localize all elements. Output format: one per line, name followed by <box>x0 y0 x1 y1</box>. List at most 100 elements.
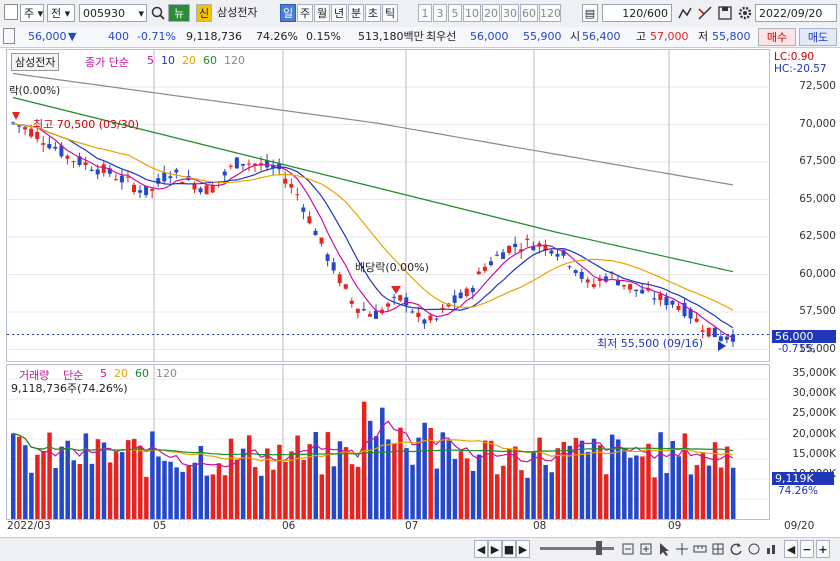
plus-button[interactable]: + <box>816 540 830 558</box>
interval-button-30[interactable]: 30 <box>501 4 519 22</box>
candle-body <box>144 185 149 196</box>
volume-bar <box>349 464 355 519</box>
interval-button-20[interactable]: 20 <box>482 4 500 22</box>
candle-body <box>597 278 602 281</box>
volume-bar <box>440 432 446 519</box>
count-input[interactable]: 120/600 <box>602 4 672 22</box>
refresh-icon[interactable] <box>728 540 744 558</box>
volume-bar <box>591 438 597 519</box>
type-select[interactable]: 주 ▾ <box>20 4 44 22</box>
volume-bar <box>676 456 681 519</box>
interval-button-5[interactable]: 5 <box>448 4 462 22</box>
crosshair-icon[interactable] <box>674 540 690 558</box>
stop-button[interactable]: ■ <box>502 540 516 558</box>
volume-tick-label: 15,000K <box>792 447 836 460</box>
signal-button[interactable]: 신 <box>196 4 212 22</box>
candle-body <box>537 243 542 247</box>
interval-button-1[interactable]: 1 <box>418 4 432 22</box>
volume-bar <box>531 451 536 519</box>
minus-button[interactable]: − <box>800 540 814 558</box>
draw-line-icon[interactable] <box>697 4 713 22</box>
period-button-4[interactable]: 분 <box>348 4 364 22</box>
volume-bar <box>573 437 579 519</box>
candle-body <box>355 308 360 313</box>
pct-tag: -0.71% <box>778 343 816 355</box>
candle-body <box>658 293 663 301</box>
low-annotation: 최저 55,500 (09/16) <box>597 337 704 350</box>
reset-icon[interactable] <box>746 540 762 558</box>
low-marker-arrow <box>718 341 726 351</box>
price-tick-label: 62,500 <box>799 230 836 242</box>
cursor-icon[interactable] <box>656 540 672 558</box>
news-button[interactable]: 뉴 <box>168 4 190 22</box>
volume-bar <box>65 440 70 519</box>
volume-bar <box>53 468 58 519</box>
market-select[interactable]: 전 ▾ <box>47 4 75 22</box>
price-panel[interactable]: 삼성전자 종가 단순 5 10 20 60 120 락(0.00%) 최고 70,500… <box>6 49 770 362</box>
volume-bar <box>125 440 131 519</box>
volume-bar <box>113 452 119 519</box>
candle-body <box>476 271 481 275</box>
volume-bar <box>374 436 379 519</box>
buy-button[interactable]: 매수 <box>758 28 796 46</box>
sort-button[interactable]: ▤ <box>582 4 598 22</box>
quote-vol-ratio: 74.26% <box>256 30 298 43</box>
period-button-3[interactable]: 년 <box>331 4 347 22</box>
period-button-2[interactable]: 월 <box>314 4 330 22</box>
settings-gear-icon[interactable] <box>737 4 753 22</box>
date-input[interactable]: 2022/09/20 <box>755 4 837 22</box>
interval-button-10[interactable]: 10 <box>463 4 481 22</box>
volume-panel[interactable]: 거래량 단순 5 20 60 120 9,118,736주(74.26%) <box>6 364 770 520</box>
code-input[interactable]: 005930 ▾ <box>79 4 147 22</box>
volume-bar <box>168 461 173 519</box>
candle-body <box>730 334 735 342</box>
ruler-icon[interactable] <box>692 540 708 558</box>
search-icon[interactable] <box>150 4 166 22</box>
volume-ma-legend-120: 120 <box>156 367 177 380</box>
candle-body <box>331 262 336 271</box>
candle-body <box>440 307 445 309</box>
scroll-play-button[interactable]: ▶ <box>488 540 502 558</box>
interval-button-60[interactable]: 60 <box>520 4 538 22</box>
candle-body <box>337 274 342 284</box>
period-button-6[interactable]: 틱 <box>382 4 398 22</box>
save-icon[interactable] <box>717 4 733 22</box>
period-button-0[interactable]: 일 <box>280 4 296 22</box>
zoom-in-icon[interactable] <box>638 540 654 558</box>
price-tick-label: 60,000 <box>799 267 836 280</box>
volume-bar <box>495 474 500 519</box>
volume-bar <box>234 459 240 519</box>
candle-body <box>392 296 397 298</box>
period-button-5[interactable]: 초 <box>365 4 381 22</box>
zoom-slider[interactable] <box>540 547 614 550</box>
sell-button[interactable]: 매도 <box>799 28 837 46</box>
volume-bar <box>555 448 560 519</box>
chart-type-icon[interactable] <box>764 540 780 558</box>
scroll-first-button[interactable]: ◀ <box>474 540 488 558</box>
indicator-icon[interactable] <box>677 4 693 22</box>
candle-body <box>71 161 76 163</box>
zoom-out-icon[interactable] <box>620 540 636 558</box>
grid-icon[interactable] <box>710 540 726 558</box>
stock-legend[interactable]: 삼성전자 <box>11 53 60 71</box>
collapse-icon[interactable] <box>3 28 15 44</box>
best-bid: 55,900 <box>523 30 562 43</box>
scroll-last-button[interactable]: ▶ <box>516 540 530 558</box>
period-button-1[interactable]: 주 <box>297 4 313 22</box>
interval-button-120[interactable]: 120 <box>539 4 561 22</box>
count-value: 120 <box>622 7 644 20</box>
candle-body <box>410 311 415 313</box>
volume-bar <box>240 448 246 519</box>
volume-tag-pct: 74.26% <box>778 485 819 497</box>
volume-bar <box>138 446 143 519</box>
zoom-slider-handle[interactable] <box>596 541 602 555</box>
candle-body <box>361 308 366 311</box>
chart-window-icon[interactable] <box>4 4 18 20</box>
scroll-left-button[interactable]: ◀ <box>784 540 798 558</box>
volume-bar <box>119 452 125 519</box>
candle-body <box>622 284 627 287</box>
candle-body <box>634 289 639 292</box>
interval-button-3[interactable]: 3 <box>433 4 447 22</box>
quote-turnover: 0.15% <box>306 30 341 43</box>
volume-bar <box>488 440 494 519</box>
